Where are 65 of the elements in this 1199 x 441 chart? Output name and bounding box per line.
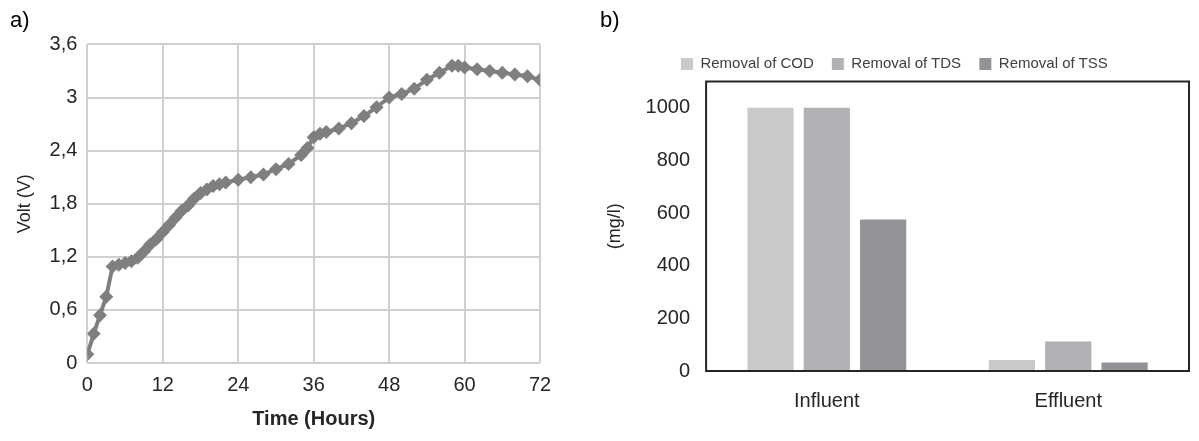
y-tick-label: 600: [656, 200, 691, 223]
y-tick-label: 0,6: [49, 297, 78, 320]
bar: [803, 107, 850, 371]
point: [162, 217, 177, 232]
point: [394, 86, 409, 101]
x-tick-label: 72: [528, 372, 552, 395]
point: [87, 326, 101, 341]
x-axis-title: Time (Hours): [252, 406, 376, 429]
y-tick-label: 200: [656, 305, 691, 328]
chart-title: b): [600, 7, 620, 33]
legend-label: Removal of TDS: [851, 54, 962, 72]
y-tick-label: 800: [656, 147, 691, 170]
x-tick-label: 24: [227, 372, 250, 395]
point: [356, 109, 371, 124]
y-axis-title: (mg/l): [603, 203, 624, 250]
y-axis-title: Volt (V): [13, 174, 34, 234]
bar: [1045, 341, 1092, 371]
x-tick-label: 0: [81, 372, 93, 395]
point: [149, 232, 164, 247]
point: [495, 65, 510, 80]
point: [344, 116, 359, 131]
bar: [860, 219, 907, 371]
y-tick-label: 0: [66, 350, 78, 373]
y-tick-label: 1,2: [49, 244, 78, 267]
point: [331, 121, 346, 136]
legend-label: Removal of COD: [700, 54, 814, 72]
y-tick-label: 1000: [645, 95, 691, 118]
point: [155, 225, 170, 240]
point: [482, 63, 497, 78]
point: [99, 289, 114, 304]
x-tick-label: Influent: [794, 388, 861, 411]
point: [243, 170, 258, 185]
point: [136, 244, 151, 259]
y-tick-label: 0: [678, 358, 691, 381]
y-tick-label: 3,6: [49, 31, 78, 54]
point: [407, 81, 422, 96]
point: [382, 90, 397, 105]
y-tick-label: 3: [66, 85, 78, 108]
point: [520, 69, 535, 84]
bar: [988, 359, 1036, 371]
point: [369, 100, 384, 115]
point: [268, 162, 283, 177]
point: [256, 167, 271, 182]
point: [470, 62, 485, 77]
point: [92, 308, 107, 323]
legend-label: Removal of TSS: [998, 54, 1108, 72]
x-tick-label: 12: [151, 372, 174, 395]
x-tick-label: 48: [378, 372, 401, 395]
x-tick-label: 36: [302, 372, 325, 395]
x-tick-label: 60: [453, 372, 476, 395]
point: [168, 210, 183, 225]
point: [281, 156, 296, 171]
y-tick-label: 2,4: [49, 138, 78, 161]
y-tick-label: 400: [656, 253, 691, 276]
x-tick-label: Effluent: [1034, 388, 1103, 411]
point: [180, 198, 195, 213]
y-tick-label: 1,8: [49, 191, 78, 214]
point: [231, 172, 246, 187]
point: [419, 72, 434, 87]
point: [300, 140, 315, 155]
point: [432, 65, 447, 80]
point: [507, 67, 522, 82]
chart-title: a): [10, 7, 30, 33]
bar: [747, 107, 794, 371]
point: [294, 148, 309, 163]
